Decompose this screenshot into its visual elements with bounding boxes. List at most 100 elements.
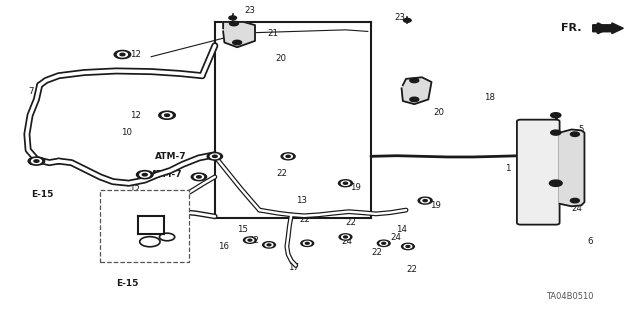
Circle shape: [339, 234, 352, 240]
Text: 18: 18: [484, 93, 495, 102]
Circle shape: [550, 113, 561, 118]
Text: 24: 24: [572, 204, 582, 213]
Circle shape: [286, 155, 291, 157]
Circle shape: [305, 242, 309, 244]
Circle shape: [212, 155, 217, 158]
Text: 23: 23: [394, 13, 406, 22]
Circle shape: [229, 16, 237, 20]
Text: 12: 12: [130, 50, 141, 59]
Circle shape: [164, 114, 170, 116]
Text: 20: 20: [275, 54, 286, 63]
Circle shape: [118, 52, 127, 57]
Text: 24: 24: [390, 234, 401, 242]
Text: 9: 9: [169, 247, 174, 256]
Circle shape: [114, 50, 131, 59]
Circle shape: [233, 40, 242, 45]
Circle shape: [342, 235, 349, 239]
Circle shape: [423, 200, 428, 202]
Circle shape: [162, 113, 172, 118]
Text: 11: 11: [111, 247, 122, 256]
Circle shape: [549, 180, 562, 186]
Circle shape: [120, 53, 125, 56]
Circle shape: [262, 242, 275, 248]
Text: E-15: E-15: [31, 190, 54, 199]
Text: TA04B0510: TA04B0510: [547, 292, 594, 300]
Circle shape: [28, 157, 45, 165]
Circle shape: [403, 19, 411, 22]
Circle shape: [265, 243, 273, 247]
Circle shape: [344, 182, 348, 184]
Text: 22: 22: [276, 169, 287, 178]
Circle shape: [267, 244, 271, 246]
Polygon shape: [401, 77, 431, 104]
Circle shape: [380, 241, 388, 245]
Text: E-15: E-15: [116, 279, 139, 288]
Text: 13: 13: [296, 196, 307, 205]
Text: 12: 12: [130, 111, 141, 120]
Circle shape: [136, 171, 153, 179]
Circle shape: [248, 239, 252, 241]
Text: 15: 15: [237, 225, 248, 234]
Circle shape: [550, 130, 561, 135]
Text: 20: 20: [433, 108, 444, 116]
Text: ATM-7: ATM-7: [152, 170, 183, 179]
Text: 3: 3: [562, 153, 568, 162]
Bar: [100, 189, 189, 262]
Circle shape: [191, 173, 207, 181]
Text: 5: 5: [578, 125, 584, 134]
Text: FR.: FR.: [561, 23, 582, 33]
FancyArrow shape: [593, 23, 623, 33]
Circle shape: [378, 240, 390, 247]
Circle shape: [344, 236, 348, 238]
Text: 22: 22: [371, 248, 382, 257]
Text: 2: 2: [575, 179, 580, 188]
Circle shape: [196, 176, 201, 178]
Circle shape: [421, 198, 429, 203]
Circle shape: [301, 240, 314, 247]
Circle shape: [34, 160, 39, 162]
Circle shape: [570, 132, 579, 137]
Polygon shape: [559, 130, 584, 206]
Polygon shape: [223, 22, 255, 47]
Text: 17: 17: [288, 263, 299, 271]
Text: 6: 6: [588, 237, 593, 246]
Circle shape: [246, 238, 253, 242]
Circle shape: [410, 78, 419, 83]
Circle shape: [159, 111, 175, 119]
Text: 12: 12: [129, 185, 140, 194]
FancyBboxPatch shape: [517, 120, 559, 225]
Text: 1: 1: [505, 165, 510, 174]
Text: 19: 19: [429, 201, 440, 210]
Circle shape: [211, 154, 220, 159]
Circle shape: [31, 159, 42, 164]
Circle shape: [281, 153, 295, 160]
Circle shape: [142, 174, 147, 176]
Circle shape: [410, 97, 419, 102]
Text: 21: 21: [268, 28, 279, 38]
Circle shape: [207, 152, 223, 160]
Text: 22: 22: [406, 265, 417, 274]
Circle shape: [140, 172, 150, 177]
Circle shape: [404, 245, 412, 249]
Circle shape: [418, 197, 432, 204]
Text: 10: 10: [120, 128, 132, 137]
Circle shape: [230, 21, 239, 26]
Text: ATM-7: ATM-7: [154, 152, 186, 161]
Circle shape: [401, 243, 414, 250]
Text: 22: 22: [346, 218, 356, 226]
Circle shape: [341, 181, 349, 185]
Circle shape: [339, 180, 353, 187]
Circle shape: [195, 174, 204, 179]
Text: 22: 22: [248, 236, 260, 245]
Circle shape: [244, 237, 256, 243]
Bar: [215, 22, 371, 218]
Text: 22: 22: [300, 215, 310, 224]
Circle shape: [406, 246, 410, 248]
Text: 24: 24: [341, 237, 352, 246]
Circle shape: [382, 242, 386, 244]
Text: 16: 16: [218, 242, 229, 251]
Circle shape: [284, 154, 292, 159]
Text: 7: 7: [29, 87, 35, 96]
Circle shape: [570, 198, 579, 203]
Circle shape: [303, 241, 311, 245]
